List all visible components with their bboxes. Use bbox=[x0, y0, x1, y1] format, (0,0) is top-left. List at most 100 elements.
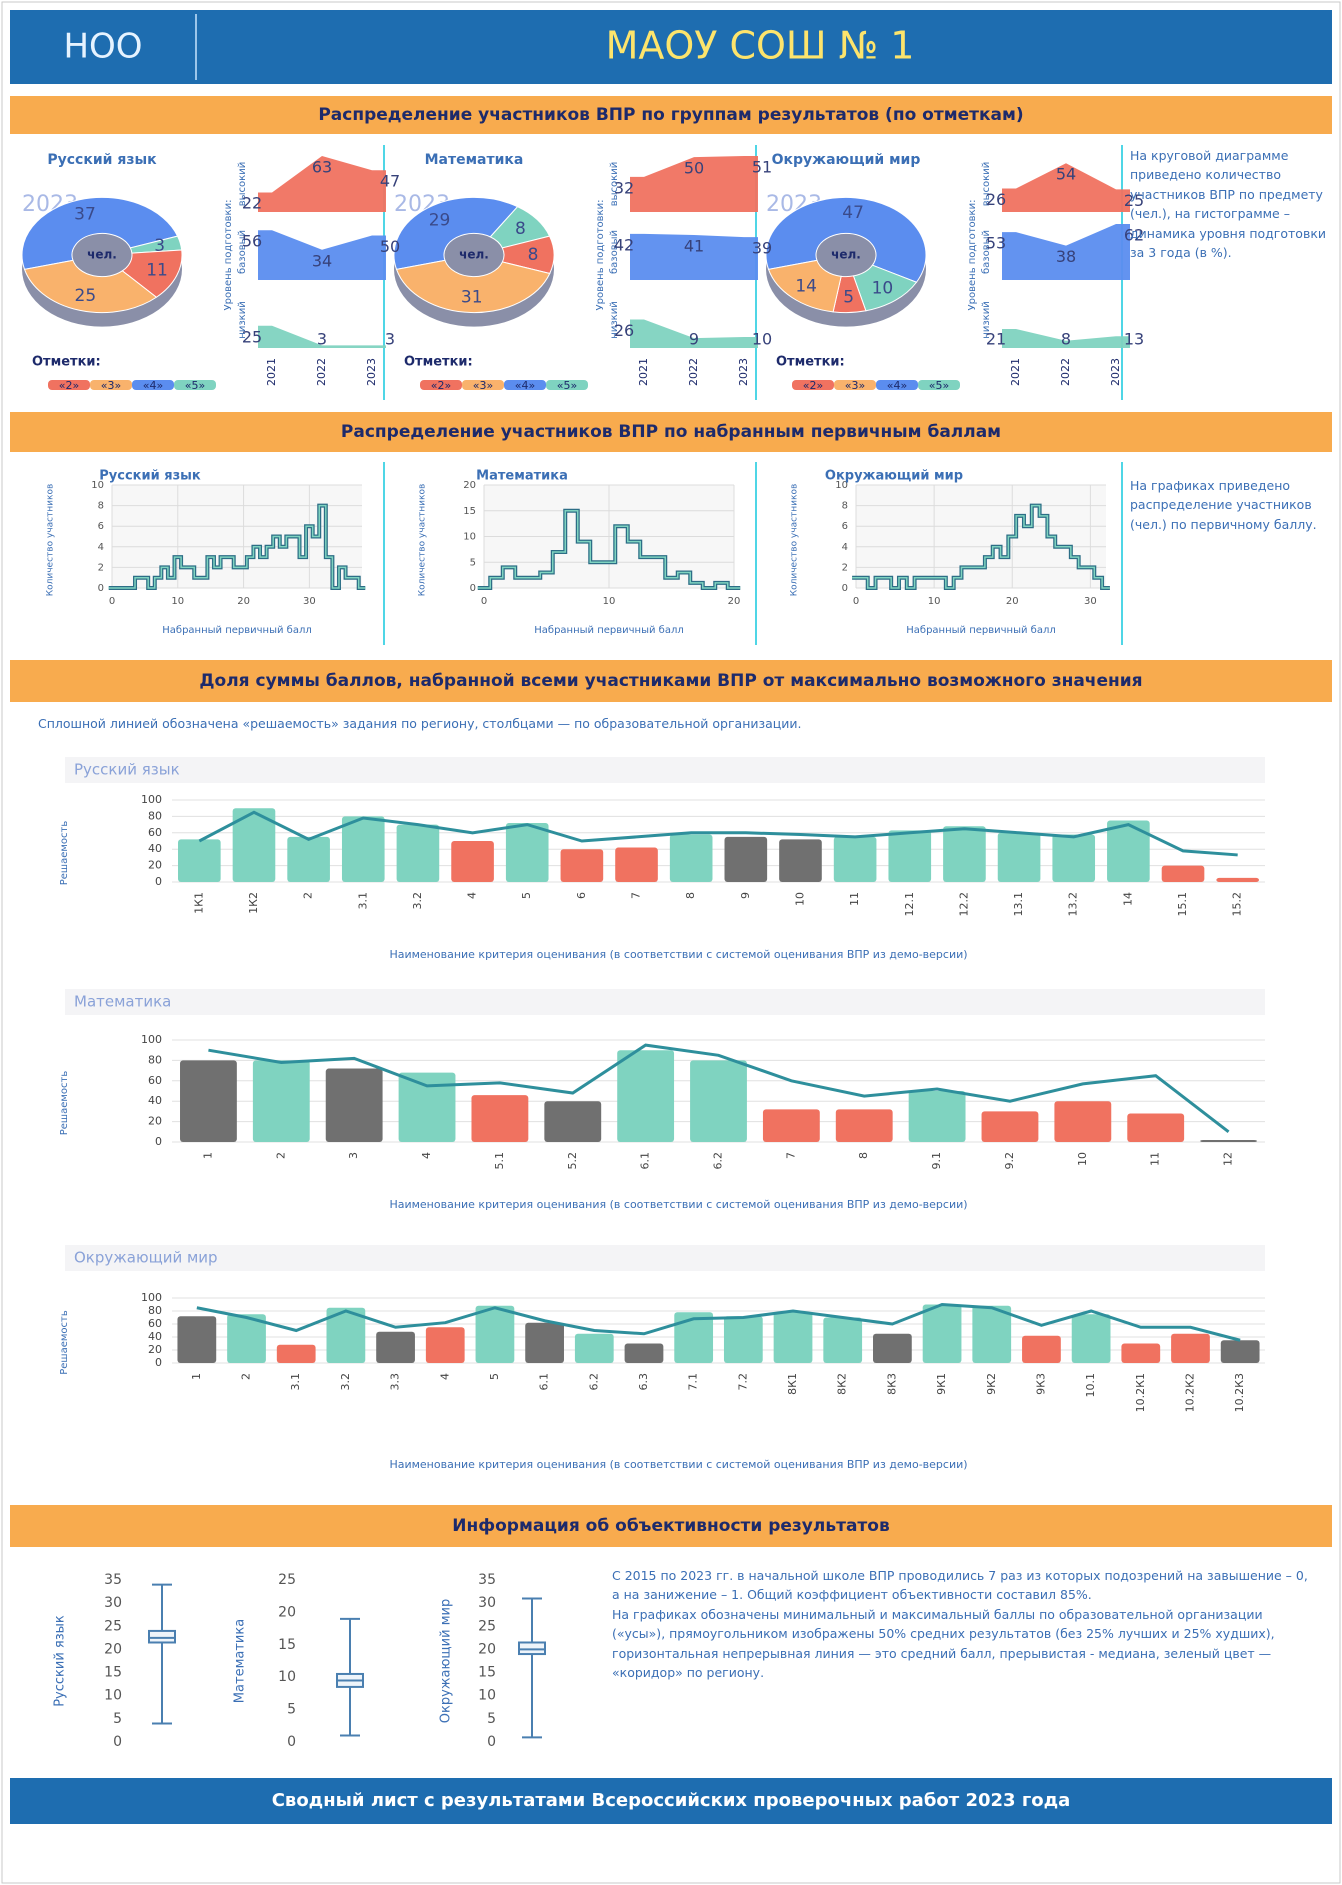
x-tick-label: 4 bbox=[466, 892, 479, 899]
x-tick-label: 3.2 bbox=[411, 892, 424, 910]
y-tick-label: 0 bbox=[842, 583, 848, 594]
x-tick-label: 8К2 bbox=[836, 1373, 849, 1395]
y-tick-label: 4 bbox=[98, 542, 104, 553]
bar bbox=[325, 1068, 383, 1142]
pie-slice bbox=[767, 259, 842, 313]
legend-label: базовый bbox=[981, 230, 992, 274]
bar bbox=[276, 1344, 316, 1363]
y-tick-label: 4 bbox=[842, 542, 848, 553]
x-axis-label: Набранный первичный балл bbox=[534, 625, 683, 636]
legend-label: «4» bbox=[143, 379, 163, 392]
y-tick-label: 0 bbox=[155, 1356, 162, 1369]
y-axis-label: Окружающий мир bbox=[439, 1599, 454, 1723]
line bbox=[196, 1302, 1241, 1342]
y-tick-label: 20 bbox=[278, 1604, 296, 1620]
y-tick-label: 25 bbox=[478, 1618, 496, 1634]
legend-label: низкий bbox=[237, 301, 248, 338]
pie-label: 47 bbox=[842, 203, 864, 223]
y-axis-label: Математика bbox=[233, 1619, 248, 1703]
bar bbox=[981, 1111, 1039, 1142]
x-tick-label: 5 bbox=[488, 1373, 501, 1380]
title-band bbox=[65, 989, 1265, 1015]
note: На круговой диаграмме приведено количест… bbox=[1130, 148, 1326, 260]
x-tick-label: 5.2 bbox=[566, 1152, 579, 1170]
data-label: 21 bbox=[986, 330, 1006, 349]
data-label: 56 bbox=[242, 232, 262, 251]
area bbox=[630, 233, 758, 280]
data-label: 63 bbox=[312, 158, 332, 177]
note-block: С 2015 по 2023 гг. в начальной школе ВПР… bbox=[612, 1566, 1312, 1682]
x-tick-label: 20 bbox=[1006, 596, 1019, 607]
x-axis-label: Набранный первичный балл bbox=[162, 625, 311, 636]
x-tick-label: 7.2 bbox=[736, 1373, 749, 1391]
pie-label: 29 bbox=[429, 211, 451, 231]
x-axis-label: Наименование критерия оценивания (в соот… bbox=[389, 1458, 967, 1471]
plot-area bbox=[856, 485, 1106, 588]
bar bbox=[1216, 877, 1259, 882]
data-label: 41 bbox=[684, 236, 704, 255]
y-tick-label: 20 bbox=[463, 480, 476, 491]
x-tick-label: 0 bbox=[481, 596, 487, 607]
bar bbox=[287, 836, 330, 882]
x-tick-label: 1К1 bbox=[192, 892, 205, 914]
pie-slice bbox=[393, 196, 519, 270]
bar bbox=[1171, 1333, 1210, 1363]
y-tick-label: 60 bbox=[148, 1317, 162, 1330]
bar bbox=[669, 834, 713, 882]
data-label: 38 bbox=[1056, 247, 1076, 266]
x-tick-label: 9.1 bbox=[930, 1152, 943, 1170]
step-line-highlight bbox=[477, 510, 741, 589]
bar bbox=[341, 816, 385, 882]
header-bar bbox=[10, 10, 1332, 84]
x-tick-label: 7 bbox=[630, 892, 643, 899]
pie-slice bbox=[395, 259, 551, 314]
line bbox=[198, 810, 1238, 857]
y-tick-label: 10 bbox=[278, 1669, 296, 1685]
y-tick-label: 10 bbox=[463, 532, 476, 543]
y-tick-label: 60 bbox=[148, 1074, 162, 1087]
pie-title: Окружающий мир bbox=[772, 152, 921, 168]
chart-title: Окружающий мир bbox=[825, 469, 963, 484]
data-label: 42 bbox=[614, 235, 634, 254]
y-axis-label: Решаемость bbox=[59, 1071, 70, 1136]
bar bbox=[398, 1072, 456, 1142]
legend-label: низкий bbox=[981, 301, 992, 338]
bar bbox=[724, 836, 768, 882]
y-tick-label: 0 bbox=[487, 1734, 496, 1750]
x-tick-label: 3.2 bbox=[339, 1373, 352, 1391]
section-bar bbox=[10, 1505, 1332, 1547]
y-tick-label: 15 bbox=[463, 506, 476, 517]
area bbox=[258, 156, 386, 212]
area bbox=[1002, 163, 1130, 212]
legend-label: высокий bbox=[609, 162, 620, 206]
pie-slice bbox=[21, 196, 179, 270]
x-tick-label: 15.1 bbox=[1176, 892, 1189, 917]
x-tick-label: 4 bbox=[438, 1373, 451, 1380]
legend-label: «3» bbox=[473, 379, 493, 392]
area bbox=[258, 325, 386, 348]
legend-label: «5» bbox=[557, 379, 577, 392]
bar bbox=[180, 1060, 237, 1142]
bar bbox=[475, 1305, 515, 1363]
data-label: 54 bbox=[1056, 165, 1076, 184]
pie-label: 37 bbox=[74, 204, 96, 224]
data-label: 51 bbox=[752, 158, 772, 177]
x-tick-label: 5.1 bbox=[493, 1152, 506, 1170]
x-axis-label: Наименование критерия оценивания (в соот… bbox=[389, 1198, 967, 1211]
y-axis-label: Уровень подготовки: bbox=[595, 200, 606, 311]
bar bbox=[326, 1307, 366, 1363]
x-tick-label: 9 bbox=[739, 892, 752, 899]
area bbox=[1002, 329, 1130, 348]
legend-swatch bbox=[132, 380, 174, 390]
chart-title: Русский язык bbox=[74, 761, 180, 779]
data-label: 34 bbox=[312, 251, 332, 270]
legend-swatch bbox=[504, 380, 546, 390]
bar bbox=[833, 836, 877, 882]
y-axis-label: Русский язык bbox=[53, 1615, 68, 1707]
y-axis-label: Количество участников bbox=[46, 484, 56, 597]
legend-label: «5» bbox=[185, 379, 205, 392]
x-tick-label: 1 bbox=[201, 1152, 214, 1159]
x-tick-label: 2021 bbox=[637, 358, 650, 386]
pie-label: 8 bbox=[528, 245, 539, 265]
